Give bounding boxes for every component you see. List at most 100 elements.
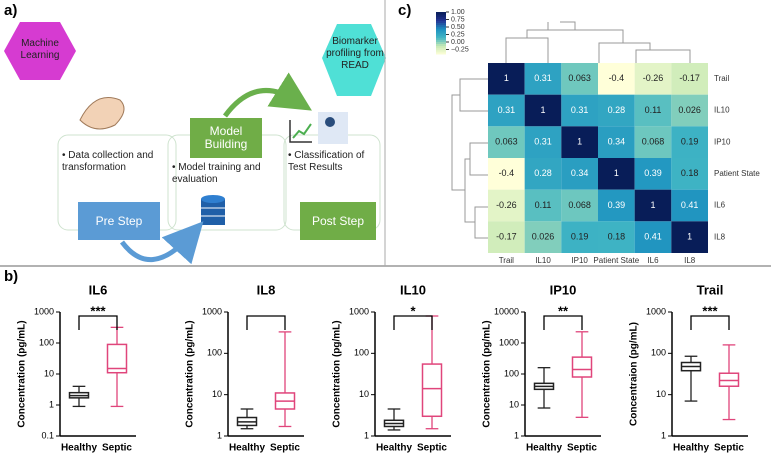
colorbar-label: 0.00 [451, 39, 465, 46]
heatmap-cell [524, 221, 562, 253]
colorbar-label: 1.00 [451, 9, 465, 16]
cell-label: 1 [687, 232, 692, 242]
column-label: IP10 [571, 256, 588, 265]
y-axis-label: Concentration (pg/mL) [482, 320, 493, 427]
colorbar-label: 0.50 [451, 24, 465, 31]
cell-label: 1 [540, 105, 545, 115]
heatmap-cell [488, 189, 525, 222]
y-axis-label: Concentration (pg/mL) [185, 320, 196, 427]
box [718, 372, 740, 387]
cell-label: 0.34 [571, 168, 589, 178]
cell-label: 1 [614, 168, 619, 178]
chart-title: IL8 [257, 282, 276, 297]
column-label: IL8 [684, 256, 696, 265]
colorbar-segment [436, 16, 446, 19]
heatmap-cell [524, 94, 562, 127]
y-tick-label: 100 [354, 348, 369, 358]
cell-label: 0.41 [681, 200, 699, 210]
y-tick-label: 0.1 [41, 430, 54, 440]
heatmap-cell [524, 126, 562, 158]
column-label: Trail [499, 256, 514, 265]
cell-label: 0.31 [534, 137, 552, 147]
dendrogram [451, 21, 691, 239]
hexagon [4, 22, 76, 80]
row-label: Trail [714, 74, 729, 83]
colorbar-segment [436, 51, 446, 55]
row-label: IP10 [714, 137, 731, 146]
heatmap-cell [488, 94, 525, 127]
cell-label: 0.31 [571, 105, 589, 115]
step-title: Post Step [311, 214, 365, 228]
arrow [119, 221, 204, 265]
heatmap-cell [488, 126, 525, 158]
y-axis-label: Concentration (pg/mL) [332, 320, 343, 427]
box [106, 343, 128, 374]
colorbar-segment [436, 12, 446, 15]
heatmap-cell [561, 63, 598, 95]
chart-title: IP10 [550, 282, 577, 297]
colorbar-segment [436, 45, 446, 49]
cell-label: 0.19 [681, 137, 699, 147]
significance-label: *** [702, 303, 718, 318]
cell-label: 0.31 [498, 105, 516, 115]
panel-label: c) [398, 2, 412, 19]
y-tick-label: 10000 [494, 306, 519, 316]
cell-label: 0.026 [678, 105, 701, 115]
arrow [222, 72, 312, 118]
y-tick-label: 10 [509, 399, 519, 409]
colorbar-label: 0.25 [451, 31, 465, 38]
cell-label: -0.26 [496, 200, 517, 210]
x-tick-label: Septic [270, 443, 300, 454]
cell-label: 0.31 [534, 73, 552, 83]
y-tick-label: 1 [217, 430, 222, 440]
cell-label: 0.28 [608, 105, 626, 115]
panel-label: a) [4, 2, 18, 19]
chart-title: IL10 [400, 282, 426, 297]
step-title: Model Building [204, 124, 248, 151]
cell-label: 0.28 [534, 168, 552, 178]
significance-bracket [393, 315, 433, 330]
post-step-box [300, 202, 376, 240]
heatmap-cell [671, 94, 708, 127]
cell-label: 0.068 [568, 200, 591, 210]
chart-title: Trail [697, 282, 724, 297]
heatmap-cell [524, 189, 562, 222]
x-tick-label: Septic [102, 443, 132, 454]
cell-label: 0.11 [535, 200, 552, 210]
y-tick-label: 100 [39, 337, 54, 347]
y-tick-label: 1 [514, 430, 519, 440]
colorbar-segment [436, 24, 446, 28]
heatmap-cell [488, 63, 525, 95]
significance-bracket [78, 315, 118, 330]
heatmap-cell [598, 94, 635, 127]
cell-label: 0.41 [644, 232, 662, 242]
step-text: • Data collection and transformation [62, 150, 154, 173]
heatmap-cell [634, 63, 672, 95]
hand-icon [79, 97, 125, 130]
box [571, 356, 593, 378]
cell-label: 0.026 [532, 232, 555, 242]
heatmap-cell [598, 63, 635, 95]
x-tick-label: Healthy [61, 443, 98, 454]
y-tick-label: 100 [651, 348, 666, 358]
y-tick-label: 1 [661, 430, 666, 440]
y-tick-label: 1000 [646, 306, 666, 316]
cell-label: 1 [504, 73, 509, 83]
colorbar-segment [436, 22, 446, 26]
cell-label: -0.4 [609, 73, 625, 83]
heatmap-cell [561, 189, 598, 222]
colorbar-label: −0.25 [451, 46, 469, 53]
heatmap-cell [634, 221, 672, 253]
colorbar-label: 0.75 [451, 16, 465, 23]
panel-label: b) [4, 268, 19, 285]
heatmap-cell [561, 158, 598, 190]
heatmap-cell [488, 158, 525, 190]
cell-label: 0.063 [495, 137, 518, 147]
colorbar-segment [436, 35, 446, 38]
x-tick-label: Septic [567, 443, 597, 454]
colorbar-segment [436, 20, 446, 23]
significance-label: * [410, 303, 416, 318]
pre-step-box [78, 202, 160, 240]
